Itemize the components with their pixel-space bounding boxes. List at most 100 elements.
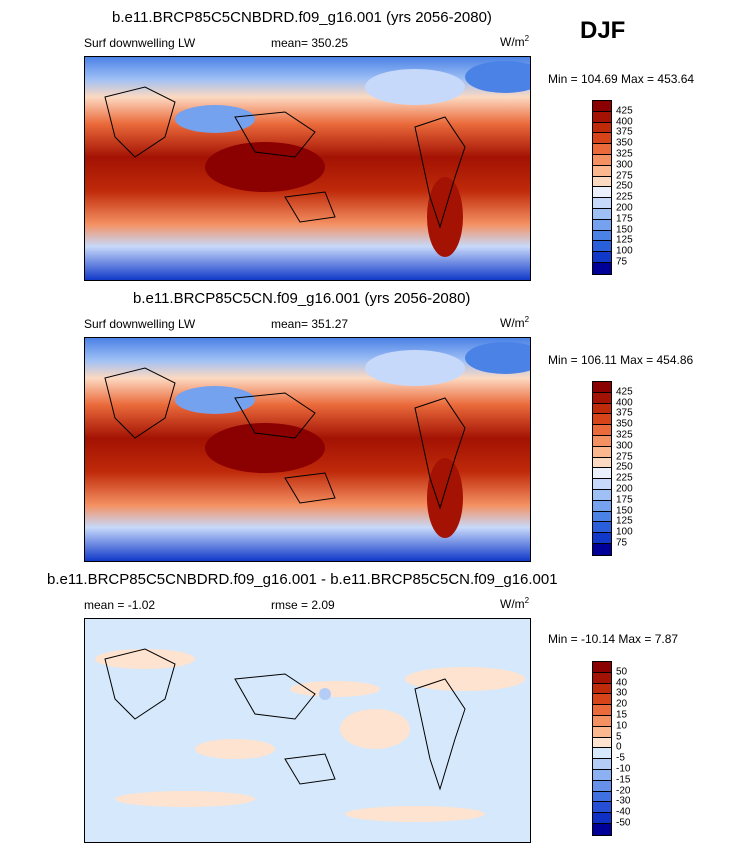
colorbar-tick-label: -5 bbox=[616, 752, 625, 764]
panel2-title: b.e11.BRCP85C5CN.f09_g16.001 (yrs 2056-2… bbox=[133, 290, 471, 307]
panel3-colorbar-swatch bbox=[593, 737, 611, 749]
colorbar-tick-label: 150 bbox=[616, 224, 633, 236]
colorbar-tick-label: 75 bbox=[616, 256, 628, 268]
panel2-colorbar-swatch bbox=[593, 403, 611, 415]
panel2-variable-label: Surf downwelling LW bbox=[84, 317, 196, 331]
panel2-colorbar-swatch bbox=[593, 457, 611, 469]
panel3-colorbar-swatch bbox=[593, 726, 611, 738]
panel3-colorbar-swatch bbox=[593, 791, 611, 803]
season-label: DJF bbox=[580, 17, 626, 44]
panel3-colorbar-swatch bbox=[593, 813, 611, 824]
panel3-colorbar-swatch bbox=[593, 748, 611, 760]
panel1-colorbar-swatch bbox=[593, 230, 611, 242]
panel3-colorbar-swatch bbox=[593, 802, 611, 814]
colorbar-tick-label: 350 bbox=[616, 137, 633, 149]
colorbar-tick-label: 275 bbox=[616, 170, 633, 182]
colorbar-tick-label: 150 bbox=[616, 505, 633, 517]
colorbar-tick-label: 20 bbox=[616, 698, 628, 710]
panel1-title: b.e11.BRCP85C5CNBDRD.f09_g16.001 (yrs 20… bbox=[112, 9, 492, 26]
colorbar-tick-label: 15 bbox=[616, 709, 628, 721]
colorbar-tick-label: -50 bbox=[616, 817, 631, 829]
colorbar-tick-label: 275 bbox=[616, 451, 633, 463]
panel2-colorbar-swatch bbox=[593, 500, 611, 512]
colorbar-tick-label: 400 bbox=[616, 116, 633, 128]
panel3-colorbar-swatch bbox=[593, 694, 611, 706]
panel1-colorbar-swatch bbox=[593, 198, 611, 209]
panel1-units: W/m2 bbox=[500, 34, 530, 49]
colorbar-tick-label: 200 bbox=[616, 483, 633, 495]
colorbar-tick-label: -15 bbox=[616, 774, 631, 786]
colorbar-tick-label: 75 bbox=[616, 537, 628, 549]
panel1-mean-label: mean= 350.25 bbox=[271, 36, 349, 50]
panel3-colorbar-swatch bbox=[593, 672, 611, 684]
colorbar-tick-label: 50 bbox=[616, 666, 628, 678]
colorbar-tick-label: 225 bbox=[616, 191, 633, 203]
panel1-map bbox=[84, 56, 531, 281]
panel1-colorbar-swatch bbox=[593, 252, 611, 263]
panel2-units: W/m2 bbox=[500, 315, 530, 330]
colorbar-tick-label: 375 bbox=[616, 126, 633, 138]
panel2-colorbar-swatch bbox=[593, 425, 611, 436]
panel1-colorbar-swatch bbox=[593, 187, 611, 199]
colorbar-tick-label: 100 bbox=[616, 245, 633, 257]
colorbar-tick-label: 250 bbox=[616, 180, 633, 192]
panel1-colorbar-swatch bbox=[593, 165, 611, 177]
panel3-mean-label: mean = -1.02 bbox=[84, 598, 156, 612]
panel3-colorbar-swatch bbox=[593, 769, 611, 781]
panel2-colorbar-swatch bbox=[593, 435, 611, 447]
panel3-colorbar-swatch bbox=[593, 683, 611, 695]
colorbar-tick-label: -40 bbox=[616, 806, 631, 818]
panel3-units: W/m2 bbox=[500, 596, 530, 611]
colorbar-tick-label: 375 bbox=[616, 407, 633, 419]
panel1-minmax: Min = 104.69 Max = 453.64 bbox=[548, 72, 695, 86]
colorbar-tick-label: 5 bbox=[616, 731, 622, 743]
panel1-colorbar-swatch bbox=[593, 111, 611, 123]
colorbar-tick-label: 300 bbox=[616, 440, 633, 452]
panel2-colorbar-swatch bbox=[593, 414, 611, 426]
colorbar-tick-label: 350 bbox=[616, 418, 633, 430]
panel2-minmax: Min = 106.11 Max = 454.86 bbox=[548, 353, 694, 367]
panel2-colorbar bbox=[592, 381, 612, 556]
panel2-mean-label: mean= 351.27 bbox=[271, 317, 349, 331]
colorbar-tick-label: 175 bbox=[616, 213, 633, 225]
panel2-colorbar-swatch bbox=[593, 511, 611, 523]
panel2-colorbar-swatch bbox=[593, 543, 611, 555]
panel3-map bbox=[84, 618, 531, 843]
colorbar-tick-label: -30 bbox=[616, 795, 631, 807]
panel3-colorbar-swatch bbox=[593, 780, 611, 792]
panel2-colorbar-swatch bbox=[593, 489, 611, 501]
panel1-colorbar bbox=[592, 100, 612, 275]
panel3-colorbar-swatch bbox=[593, 715, 611, 727]
colorbar-tick-label: 425 bbox=[616, 105, 633, 117]
panel1-colorbar-swatch bbox=[593, 144, 611, 155]
colorbar-tick-label: 400 bbox=[616, 397, 633, 409]
colorbar-tick-label: 300 bbox=[616, 159, 633, 171]
panel1-variable-label: Surf downwelling LW bbox=[84, 36, 196, 50]
panel1-colorbar-swatch bbox=[593, 133, 611, 145]
panel2-map-field bbox=[85, 338, 530, 561]
panel2-colorbar-swatch bbox=[593, 533, 611, 544]
colorbar-tick-label: -10 bbox=[616, 763, 631, 775]
colorbar-tick-label: 325 bbox=[616, 148, 633, 160]
panel1-colorbar-swatch bbox=[593, 208, 611, 220]
panel3-colorbar-swatch bbox=[593, 662, 611, 673]
panel2-colorbar-swatch bbox=[593, 479, 611, 490]
panel3-rmse-label: rmse = 2.09 bbox=[271, 598, 335, 612]
panel2-colorbar-swatch bbox=[593, 446, 611, 458]
panel1-colorbar-swatch bbox=[593, 241, 611, 253]
panel2-colorbar-swatch bbox=[593, 522, 611, 534]
panel2-colorbar-swatch bbox=[593, 392, 611, 404]
colorbar-tick-label: 200 bbox=[616, 202, 633, 214]
panel2-colorbar-swatch bbox=[593, 468, 611, 480]
colorbar-tick-label: 40 bbox=[616, 677, 628, 689]
colorbar-tick-label: 250 bbox=[616, 461, 633, 473]
colorbar-tick-label: 125 bbox=[616, 515, 633, 527]
panel1-colorbar-swatch bbox=[593, 122, 611, 134]
panel3-colorbar-swatch bbox=[593, 705, 611, 716]
panel3-map-field bbox=[85, 619, 530, 842]
panel1-colorbar-swatch bbox=[593, 219, 611, 231]
panel1-colorbar-swatch bbox=[593, 176, 611, 188]
colorbar-tick-label: 30 bbox=[616, 687, 628, 699]
panel1-map-field bbox=[85, 57, 530, 280]
panel1-colorbar-swatch bbox=[593, 101, 611, 112]
